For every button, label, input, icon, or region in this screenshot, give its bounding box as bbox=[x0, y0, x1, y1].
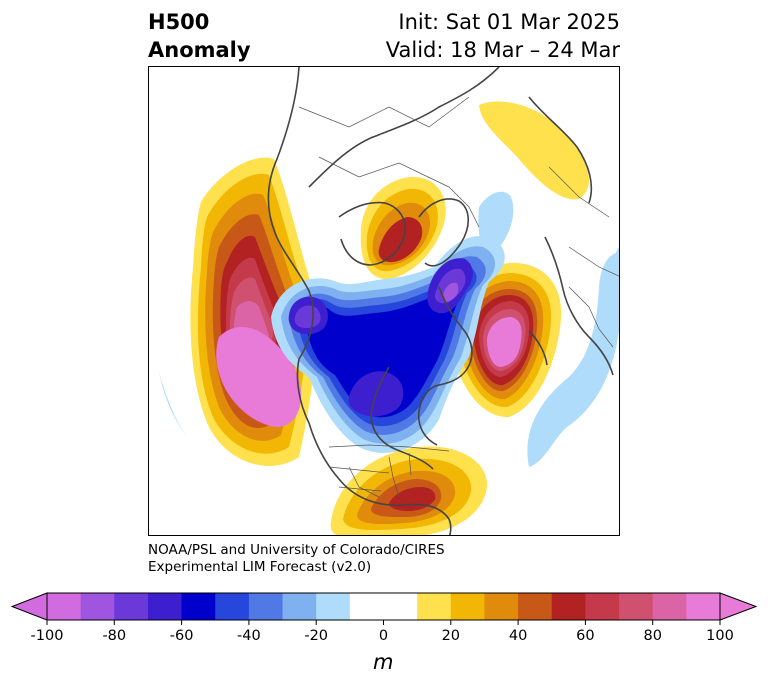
colorbar-segment bbox=[518, 593, 553, 620]
colorbar-segment bbox=[417, 593, 452, 620]
credit-line-2: Experimental LIM Forecast (v2.0) bbox=[148, 559, 372, 575]
colorbar-tick-label: 0 bbox=[379, 628, 388, 644]
colorbar-segment bbox=[282, 593, 317, 620]
colorbar-segment bbox=[383, 593, 418, 620]
colorbar-segment bbox=[686, 593, 721, 620]
title-variable: H500 bbox=[148, 10, 210, 34]
anomaly-map bbox=[159, 67, 619, 535]
forecast-dates: Init: Sat 01 Mar 2025 Valid: 18 Mar – 24… bbox=[386, 8, 620, 64]
colorbar-tick-label: 60 bbox=[576, 628, 594, 644]
colorbar-segment bbox=[316, 593, 351, 620]
colorbar-tick-label: 20 bbox=[442, 628, 460, 644]
anomaly-north-pacific-positive bbox=[190, 157, 316, 466]
credit-line-1: NOAA/PSL and University of Colorado/CIRE… bbox=[148, 542, 445, 558]
coastline-overlay bbox=[267, 67, 614, 535]
colorbar-tick-label: 100 bbox=[706, 628, 734, 644]
colorbar-tick-label: 40 bbox=[509, 628, 527, 644]
credit-text: NOAA/PSL and University of Colorado/CIRE… bbox=[148, 542, 445, 576]
colorbar-segment bbox=[248, 593, 284, 620]
colorbar-segment bbox=[551, 593, 586, 620]
colorbar-tick-label: -100 bbox=[31, 628, 64, 644]
colorbar-segment bbox=[181, 593, 216, 620]
colorbar-segment bbox=[484, 593, 519, 620]
init-date: Init: Sat 01 Mar 2025 bbox=[398, 10, 620, 34]
colorbar-ticks: -100 -80 -60 -40 -20 0 20 40 60 80 100 bbox=[31, 620, 734, 644]
colorbar-segment bbox=[147, 593, 183, 620]
colorbar-tick-label: -80 bbox=[102, 628, 126, 644]
political-boundaries bbox=[298, 96, 619, 498]
colorbar: -100 -80 -60 -40 -20 0 20 40 60 80 100 bbox=[10, 592, 758, 644]
colorbar-segment bbox=[349, 593, 384, 620]
colorbar-segment bbox=[114, 593, 149, 620]
anomaly-southeast-us-positive bbox=[330, 446, 488, 535]
map-title: H500 Anomaly bbox=[148, 8, 251, 64]
colorbar-extend-max bbox=[719, 592, 758, 621]
colorbar-segment bbox=[80, 593, 115, 620]
colorbar-tick-label: -60 bbox=[170, 628, 194, 644]
anomaly-canada-negative bbox=[159, 236, 505, 453]
title-quantity: Anomaly bbox=[148, 38, 251, 62]
colorbar-tick-label: 80 bbox=[643, 628, 661, 644]
colorbar-tick-label: -20 bbox=[304, 628, 328, 644]
colorbar-segment bbox=[450, 593, 485, 620]
colorbar-segment bbox=[619, 593, 654, 620]
colorbar-segment bbox=[585, 593, 620, 620]
colorbar-tick-label: -40 bbox=[237, 628, 261, 644]
anomaly-eurasia-positive bbox=[479, 101, 590, 200]
colorbar-segment bbox=[215, 593, 250, 620]
colorbar-unit-label: m bbox=[373, 650, 394, 674]
map-panel bbox=[148, 66, 620, 536]
colorbar-segment bbox=[652, 593, 687, 620]
colorbar-segment bbox=[47, 593, 82, 620]
valid-dates: Valid: 18 Mar – 24 Mar bbox=[385, 38, 620, 62]
anomaly-ne-atlantic-positive bbox=[449, 262, 562, 418]
colorbar-extend-min bbox=[10, 592, 48, 621]
colorbar-segments bbox=[10, 592, 758, 621]
